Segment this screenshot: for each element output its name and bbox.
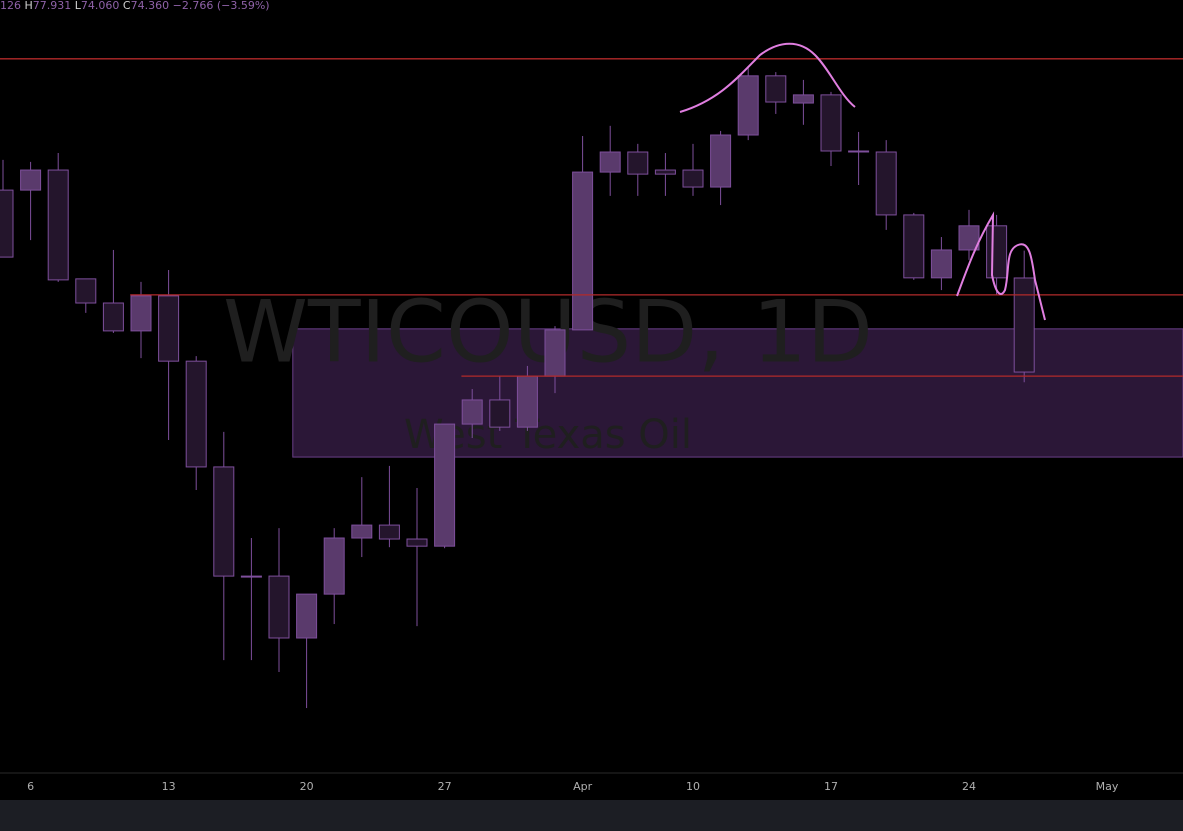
open-value: 126 — [0, 0, 21, 12]
candle-body — [351, 524, 373, 539]
x-tick-label: 10 — [686, 780, 700, 793]
candle-body — [461, 399, 483, 425]
candle-body — [710, 134, 732, 188]
candle-body — [268, 575, 290, 639]
candle-body — [599, 151, 621, 173]
candle-body — [296, 593, 318, 639]
high-label: H — [25, 0, 33, 12]
candle-body — [489, 399, 511, 428]
candle-body — [240, 575, 262, 578]
candle-body — [378, 524, 400, 540]
candle-body — [1013, 277, 1035, 373]
candle-body — [572, 171, 594, 331]
candle-body — [682, 169, 704, 188]
candle-body — [875, 151, 897, 216]
close-value: 74.360 — [131, 0, 170, 12]
drawing — [956, 211, 1046, 321]
candle-body — [516, 375, 538, 428]
bottom-bar — [0, 800, 1183, 831]
close-label: C — [123, 0, 131, 12]
candle-body — [130, 295, 152, 332]
x-tick-label: 17 — [824, 780, 838, 793]
candle-body — [654, 169, 676, 175]
low-label: L — [75, 0, 82, 12]
candle-body — [765, 75, 787, 103]
x-tick-label: 6 — [27, 780, 34, 793]
candle-body — [47, 169, 69, 281]
x-tick-label: Apr — [573, 780, 593, 793]
candle-body — [102, 302, 124, 332]
levels — [0, 58, 1183, 377]
candle-body — [434, 423, 456, 547]
candle-body — [20, 169, 42, 191]
candle-body — [627, 151, 649, 175]
change-pct: (−3.59%) — [217, 0, 270, 12]
candle-body — [986, 225, 1008, 279]
candle-body — [848, 150, 870, 153]
candle-body — [0, 189, 14, 258]
candle-body — [185, 360, 207, 468]
candle-body — [544, 329, 566, 377]
candles — [0, 65, 1035, 709]
high-value: 77.931 — [33, 0, 72, 12]
candle-body — [930, 249, 952, 279]
candle-body — [903, 214, 925, 279]
x-axis: 6 13 20 27 Apr 10 17 24 May — [27, 780, 1119, 793]
x-tick-label: 20 — [300, 780, 314, 793]
candle-body — [820, 94, 842, 152]
candle-body — [213, 466, 235, 577]
candle-body — [323, 537, 345, 595]
drawing — [679, 42, 856, 113]
candle-body — [158, 295, 180, 362]
ohlc-header: 126 H77.931 L74.060 C74.360 −2.766 (−3.5… — [0, 0, 270, 12]
x-tick-label: 13 — [162, 780, 176, 793]
change: −2.766 — [173, 0, 214, 12]
x-tick-label: May — [1096, 780, 1119, 793]
candle-body — [75, 278, 97, 304]
x-tick-label: 24 — [962, 780, 976, 793]
x-tick-label: 27 — [438, 780, 452, 793]
candle-body — [958, 225, 980, 251]
low-value: 74.060 — [81, 0, 120, 12]
candle-body — [792, 94, 814, 104]
candle-body — [406, 538, 428, 547]
candle-body — [737, 75, 759, 136]
